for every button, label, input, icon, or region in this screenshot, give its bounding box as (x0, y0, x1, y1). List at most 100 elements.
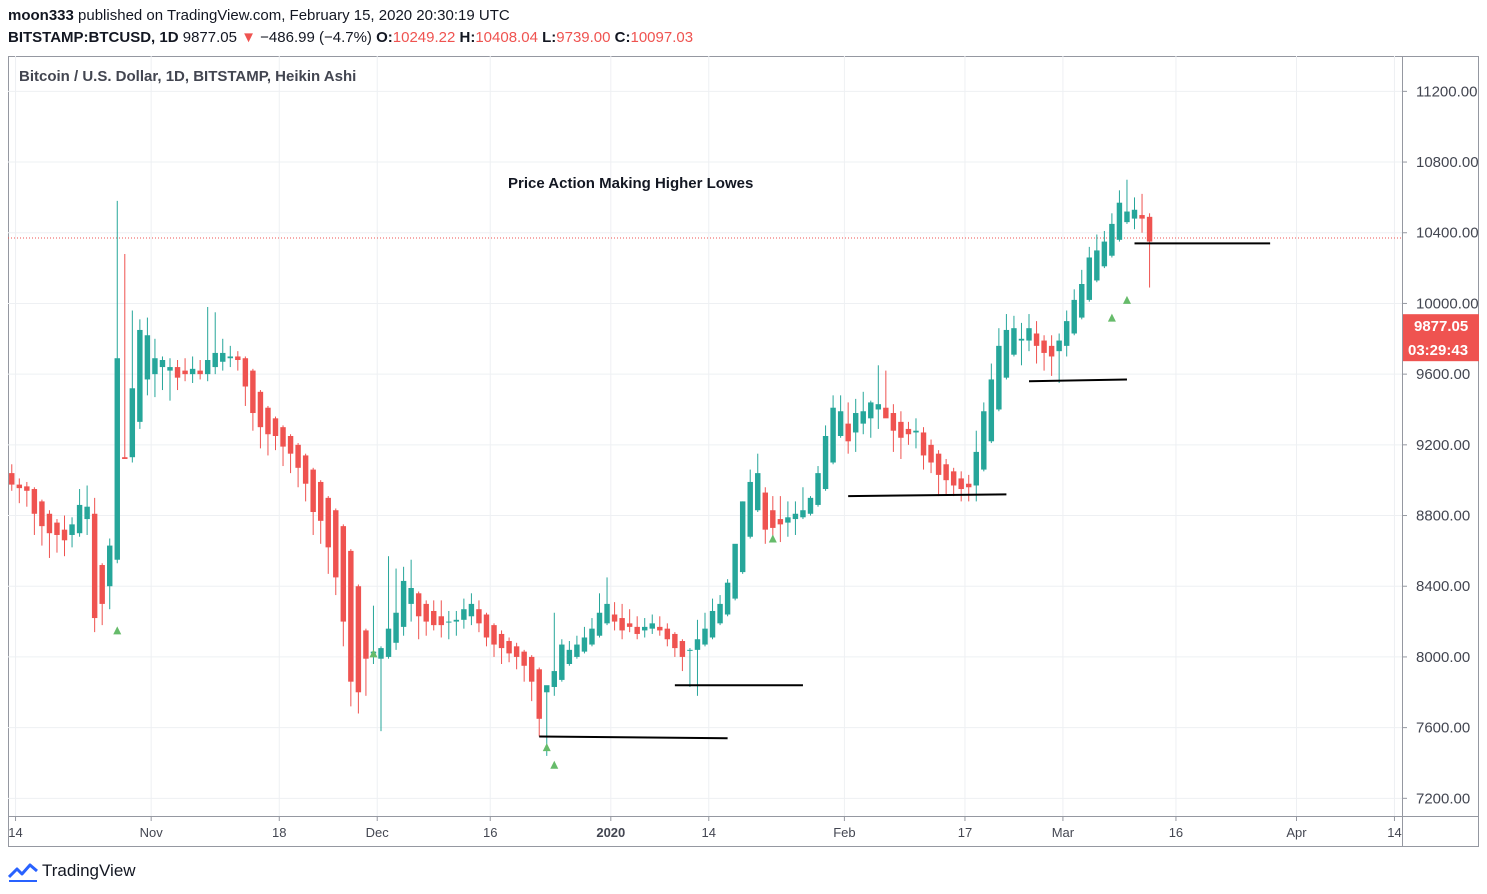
candle-body (159, 360, 166, 368)
candle-body (272, 418, 279, 436)
candle-body (61, 529, 68, 541)
candle-body (310, 469, 316, 512)
candle-body (446, 621, 452, 623)
candle-body (483, 614, 490, 638)
time-tick-label: 14 (702, 825, 716, 840)
candle-body (189, 368, 196, 375)
candle-body (935, 453, 942, 475)
candle-body (852, 413, 859, 433)
candle-body (393, 612, 399, 643)
low-label: L: (542, 29, 557, 46)
candle-body (114, 358, 120, 560)
candle-body (257, 391, 264, 428)
candle-body (1086, 257, 1093, 300)
candle-body (476, 609, 482, 624)
brand-name: TradingView (42, 861, 136, 880)
publish-line: moon333 published on TradingView.com, Fe… (8, 7, 510, 24)
candle-body (235, 356, 241, 360)
candle-body (837, 411, 844, 436)
time-axis[interactable]: 14 Nov 18 Dec 16 2020 14 Feb 17 Mar 16 Apr 14 (8, 816, 1402, 840)
candle-body (31, 489, 38, 514)
candle-body (958, 478, 964, 490)
buy-signal-marker (550, 760, 559, 769)
price-tag-label: 9877.05 (1414, 318, 1468, 335)
candle-body (461, 609, 467, 620)
candle-body (1003, 329, 1010, 378)
price-tick-label: 8400.00 (1416, 578, 1470, 595)
candle-body (830, 407, 836, 463)
candle-body (950, 471, 957, 486)
candle-body (227, 356, 233, 359)
candle-body (619, 618, 625, 631)
candle-body (348, 550, 354, 682)
support-line (1028, 378, 1127, 383)
author-name[interactable]: moon333 (8, 7, 74, 24)
candle-body (84, 506, 90, 520)
tradingview-brand[interactable]: TradingView (8, 858, 136, 884)
candle-body (204, 360, 211, 375)
candle-body (679, 641, 686, 657)
candle-body (287, 436, 294, 454)
price-tag-box (1403, 314, 1479, 362)
candle-body (16, 484, 23, 489)
candle-body (785, 517, 791, 523)
support-lines-layer (539, 242, 1271, 740)
candle-body (536, 669, 542, 719)
time-tick-label: Mar (1052, 825, 1075, 840)
buy-signal-marker (768, 534, 777, 543)
candle-body (800, 510, 806, 518)
candle-body (913, 430, 919, 433)
candle-body (875, 404, 882, 410)
price-tick-label: 8800.00 (1416, 508, 1470, 525)
candle-body (1018, 338, 1025, 341)
candle-body (709, 610, 716, 638)
candle-body (1146, 216, 1153, 242)
candle-body (220, 352, 226, 362)
candle-body (400, 580, 407, 627)
candle-body (1041, 340, 1047, 353)
candle-body (46, 513, 53, 534)
candle-body (355, 586, 362, 693)
time-tick-label: Nov (140, 825, 164, 840)
candle-body (107, 545, 113, 587)
open-label: O: (376, 29, 393, 46)
candle-body (890, 413, 897, 431)
time-tick-label: 16 (483, 825, 497, 840)
candle-body (943, 464, 949, 481)
candle-body (408, 588, 414, 604)
candle-body (24, 486, 30, 491)
candle-body (589, 628, 595, 645)
candle-body (807, 497, 814, 514)
candle-body (491, 625, 497, 645)
candle-body (1079, 284, 1085, 318)
candle-body (777, 519, 784, 525)
price-tick-label: 10800.00 (1416, 154, 1479, 171)
candle-body (9, 473, 15, 485)
candle-body (415, 593, 422, 617)
grid-lines (8, 56, 1402, 816)
annotation-text[interactable]: Price Action Making Higher Lowes (508, 175, 753, 192)
candle-body (626, 623, 633, 627)
candle-body (559, 644, 565, 680)
price-tick-label: 11200.00 (1416, 83, 1477, 100)
ohlc-line: BITSTAMP:BTCUSD, 1D 9877.05 ▼ −486.99 (−… (8, 29, 693, 46)
price-tick-label: 7200.00 (1416, 790, 1470, 807)
candle-body (182, 370, 188, 375)
candle-body (378, 648, 384, 659)
candle-body (664, 628, 671, 640)
price-axis[interactable]: 11200.00 10800.00 10400.00 10000.00 9600.00 9… (1402, 83, 1479, 807)
price-tick-label: 8000.00 (1416, 649, 1470, 666)
buy-signal-marker (369, 649, 378, 658)
candle-body (815, 473, 821, 505)
candle-body (91, 513, 98, 619)
candle-body (611, 614, 618, 622)
candle-body (762, 492, 768, 530)
candle-body (1131, 209, 1138, 219)
candle-body (981, 411, 987, 470)
candle-body (39, 501, 45, 527)
open-value: 10249.22 (392, 29, 456, 46)
candle-body (528, 656, 535, 682)
candle-body (122, 457, 128, 459)
high-label: H: (459, 29, 476, 46)
